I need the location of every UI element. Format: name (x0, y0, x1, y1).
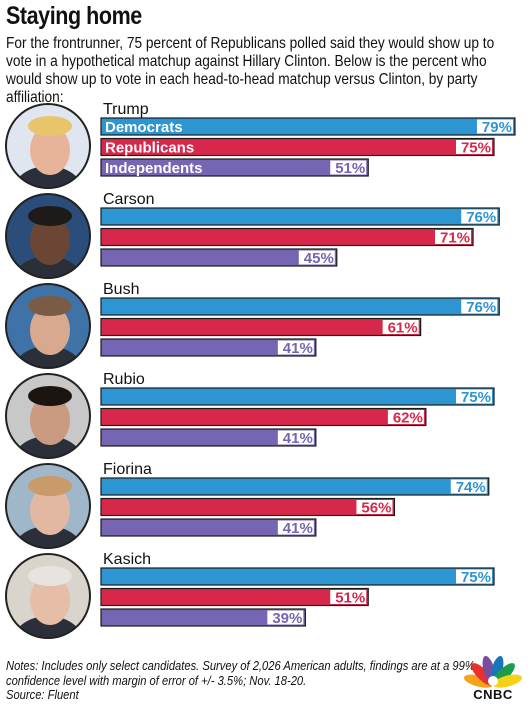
value-box (277, 430, 314, 445)
value-box (382, 320, 419, 334)
photo-hair (28, 386, 72, 406)
bar-fiorina-independents (100, 518, 317, 537)
value-box (435, 230, 472, 244)
value-box (267, 610, 304, 625)
value-label-rubio-republicans: 62% (393, 410, 423, 427)
value-label-carson-republicans: 71% (440, 230, 470, 247)
bar-bush-democrats (100, 297, 500, 316)
value-box (456, 569, 492, 584)
value-box (456, 389, 492, 404)
photo-ring (5, 283, 91, 369)
value-box (461, 209, 498, 224)
photo-hair (28, 206, 72, 226)
value-label-bush-independents: 41% (283, 340, 313, 357)
bar-bush-independents (100, 338, 317, 357)
value-label-fiorina-democrats: 74% (456, 479, 486, 496)
bar-kasich-independents (100, 608, 306, 627)
value-label-carson-democrats: 76% (466, 209, 496, 226)
bar-bush-republicans (100, 317, 422, 337)
value-label-trump-republicans: 75% (461, 140, 491, 157)
photo-face (30, 305, 70, 355)
value-label-carson-independents: 45% (304, 250, 334, 267)
photo-hair (28, 476, 72, 496)
value-label-kasich-democrats: 75% (461, 569, 491, 586)
value-box (298, 250, 335, 265)
photo-ring (5, 553, 91, 639)
peacock-icon (463, 655, 523, 688)
legend-label-independents: Independents (105, 160, 203, 177)
bar-trump-republicans (100, 137, 495, 157)
bar-rubio-republicans (100, 407, 427, 427)
photo-face (30, 575, 70, 625)
photo-face (30, 125, 70, 175)
bar-carson-democrats (100, 207, 500, 226)
photo-face (30, 395, 70, 445)
photo-ring (5, 373, 91, 459)
legend-label-republicans: Republicans (105, 140, 194, 157)
bar-carson-independents (100, 248, 338, 267)
photo-hair (28, 566, 72, 586)
value-label-bush-republicans: 61% (388, 320, 418, 337)
value-box (461, 299, 498, 314)
bar-kasich-democrats (100, 567, 495, 586)
value-box (356, 500, 393, 514)
value-box (277, 520, 314, 535)
value-label-fiorina-republicans: 56% (361, 500, 391, 517)
value-label-trump-independents: 51% (335, 160, 365, 177)
value-label-fiorina-independents: 41% (283, 520, 313, 537)
value-box (387, 410, 424, 424)
candidate-name-kasich: Kasich (103, 551, 151, 568)
value-label-trump-democrats: 79% (482, 119, 512, 136)
photo-shoulders (14, 526, 82, 548)
value-label-rubio-independents: 41% (283, 430, 313, 447)
value-label-rubio-democrats: 75% (461, 389, 491, 406)
value-box (476, 119, 513, 134)
notes-text: Notes: Includes only select candidates. … (6, 658, 475, 688)
value-box (450, 479, 487, 494)
photo-ring (5, 103, 91, 189)
chart-subtitle: For the frontrunner, 75 percent of Repub… (6, 35, 495, 106)
photo-hair (28, 296, 72, 316)
value-box (330, 160, 367, 175)
bar-trump-democrats (100, 117, 516, 136)
candidate-name-fiorina: Fiorina (103, 461, 152, 478)
photo-ring (5, 193, 91, 279)
photo-shoulders (14, 616, 82, 638)
candidate-name-carson: Carson (103, 191, 155, 208)
value-label-kasich-independents: 39% (272, 610, 302, 627)
value-box (277, 340, 314, 355)
logo-wordmark: CNBC (473, 687, 513, 702)
photo-shoulders (14, 346, 82, 368)
value-box (330, 590, 367, 604)
photo-face (30, 215, 70, 265)
bar-trump-independents (100, 158, 369, 177)
bar-kasich-republicans (100, 587, 369, 607)
photo-shoulders (14, 436, 82, 458)
bar-rubio-democrats (100, 387, 495, 406)
chart-notes: Notes: Includes only select candidates. … (6, 658, 488, 703)
photo-shoulders (14, 256, 82, 278)
candidate-name-bush: Bush (103, 281, 139, 298)
source-text: Source: Fluent (6, 687, 79, 702)
value-box (456, 140, 492, 154)
chart-title: Staying home (6, 2, 142, 30)
bar-fiorina-republicans (100, 497, 396, 517)
photo-shoulders (14, 166, 82, 188)
cnbc-logo: CNBC (462, 649, 524, 702)
bar-fiorina-democrats (100, 477, 490, 496)
candidate-name-trump: Trump (103, 101, 149, 118)
value-label-bush-democrats: 76% (466, 299, 496, 316)
photo-face (30, 485, 70, 535)
photo-ring (5, 463, 91, 549)
bar-rubio-independents (100, 428, 317, 447)
value-label-kasich-republicans: 51% (335, 590, 365, 607)
photo-hair (28, 116, 72, 136)
bar-carson-republicans (100, 227, 474, 247)
candidate-name-rubio: Rubio (103, 371, 145, 388)
legend-label-democrats: Democrats (105, 119, 183, 136)
